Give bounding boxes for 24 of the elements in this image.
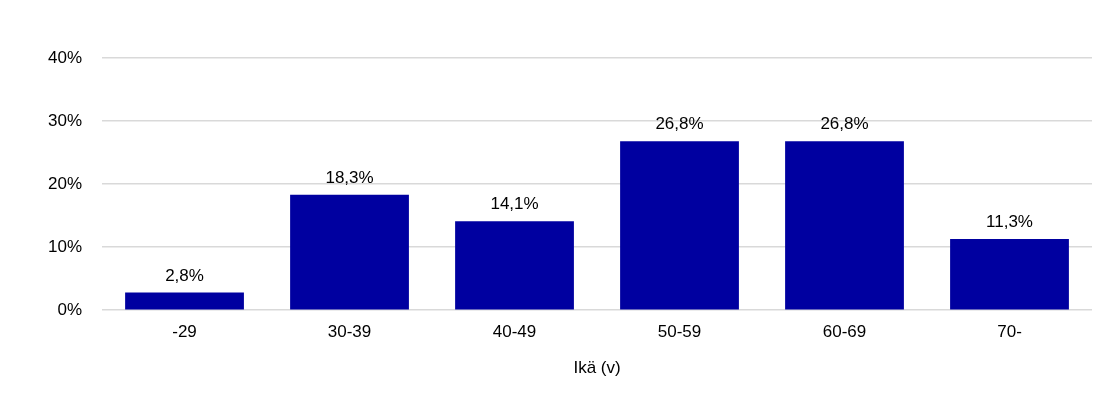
data-label: 14,1% [490,194,539,214]
bar [125,292,244,310]
data-label: 18,3% [325,168,374,188]
x-tick-label: 60-69 [822,322,867,342]
data-label: 11,3% [986,212,1033,232]
y-tick-label: 0% [57,299,83,319]
data-label: 26,8% [820,114,869,134]
x-axis-title: Ikä (v) [573,358,621,378]
bar [290,194,409,310]
y-tick-label: 30% [47,110,83,130]
y-tick-label: 20% [47,173,83,193]
data-label: 26,8% [655,114,704,134]
bar [785,141,904,310]
y-tick-label: 40% [47,47,83,67]
x-tick-label: 70- [997,322,1022,342]
x-tick-label: 40-49 [492,322,537,342]
x-tick-label: 50-59 [657,322,702,342]
bar [455,221,574,310]
bar [950,238,1069,310]
x-tick-label: -29 [172,322,197,342]
y-tick-label: 10% [47,236,83,256]
bar [620,141,739,310]
data-label: 2,8% [165,265,204,285]
x-tick-label: 30-39 [327,322,372,342]
